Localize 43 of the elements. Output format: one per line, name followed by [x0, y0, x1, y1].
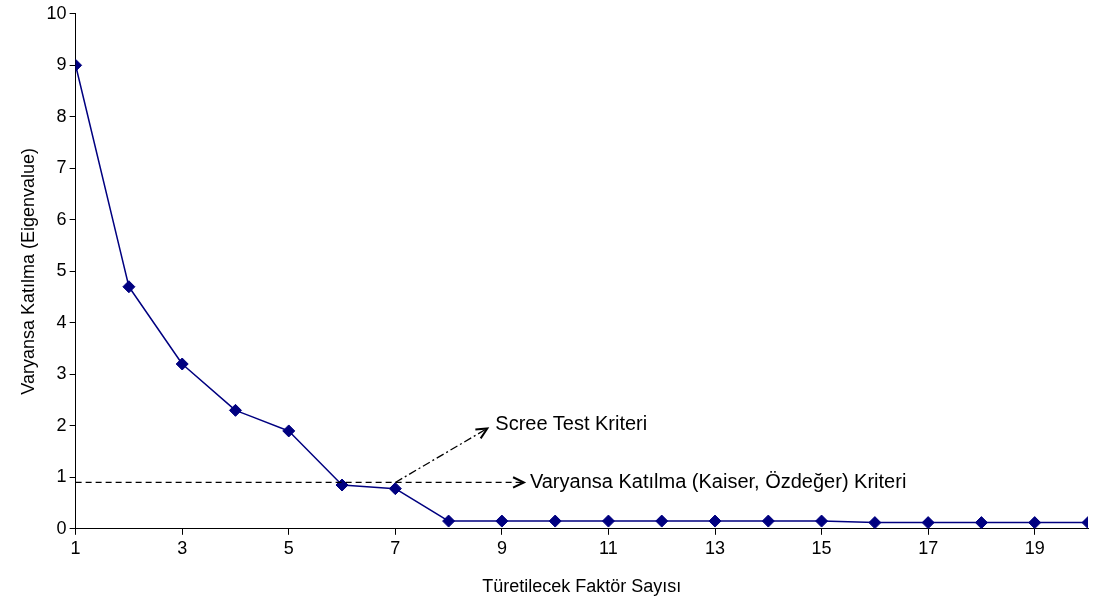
point — [388, 482, 402, 496]
point — [708, 514, 722, 528]
point — [655, 514, 669, 528]
y-tick-label: 2 — [56, 414, 67, 435]
x-tick-label: 5 — [283, 537, 294, 558]
y-tick-label: 3 — [56, 363, 67, 384]
point — [761, 514, 775, 528]
x-tick-label: 15 — [811, 537, 832, 558]
y-tick-label: 10 — [46, 2, 67, 23]
x-tick-label: 1 — [70, 537, 81, 558]
point — [868, 516, 882, 529]
point — [228, 403, 242, 417]
point — [442, 514, 456, 528]
y-tick-label: 9 — [56, 54, 67, 75]
x-tick-label: 3 — [177, 537, 188, 558]
x-tick-label: 13 — [705, 537, 726, 558]
point — [175, 357, 189, 371]
point — [282, 424, 296, 438]
x-tick-label: 7 — [390, 537, 401, 558]
x-axis-title: Türetilecek Faktör Sayısı — [482, 576, 682, 597]
y-axis-title: Varyansa Katılma (Eigenvalue) — [17, 147, 38, 395]
x-tick-label: 17 — [918, 537, 939, 558]
point — [601, 514, 615, 528]
point — [974, 516, 988, 529]
point — [921, 516, 935, 529]
point — [815, 514, 829, 528]
x-tick-label: 11 — [599, 537, 618, 558]
x-tick-label: 19 — [1024, 537, 1045, 558]
y-tick-label: 1 — [56, 466, 67, 487]
point — [495, 514, 509, 528]
ref-line-label: Varyansa Katılma (Kaiser, Özdeğer) Kriteri — [529, 469, 907, 492]
annotation: Scree Test Kriteri — [495, 411, 648, 434]
y-tick-label: 0 — [56, 517, 67, 538]
x-tick-label: 9 — [496, 537, 507, 558]
point — [122, 280, 136, 294]
y-tick-label: 7 — [56, 157, 67, 178]
y-tick-label: 5 — [56, 260, 67, 281]
y-tick-label: 8 — [56, 105, 67, 126]
point — [548, 514, 562, 528]
y-tick-label: 6 — [56, 208, 67, 229]
point — [1028, 516, 1042, 529]
point — [335, 478, 349, 492]
y-tick-label: 4 — [56, 311, 67, 332]
